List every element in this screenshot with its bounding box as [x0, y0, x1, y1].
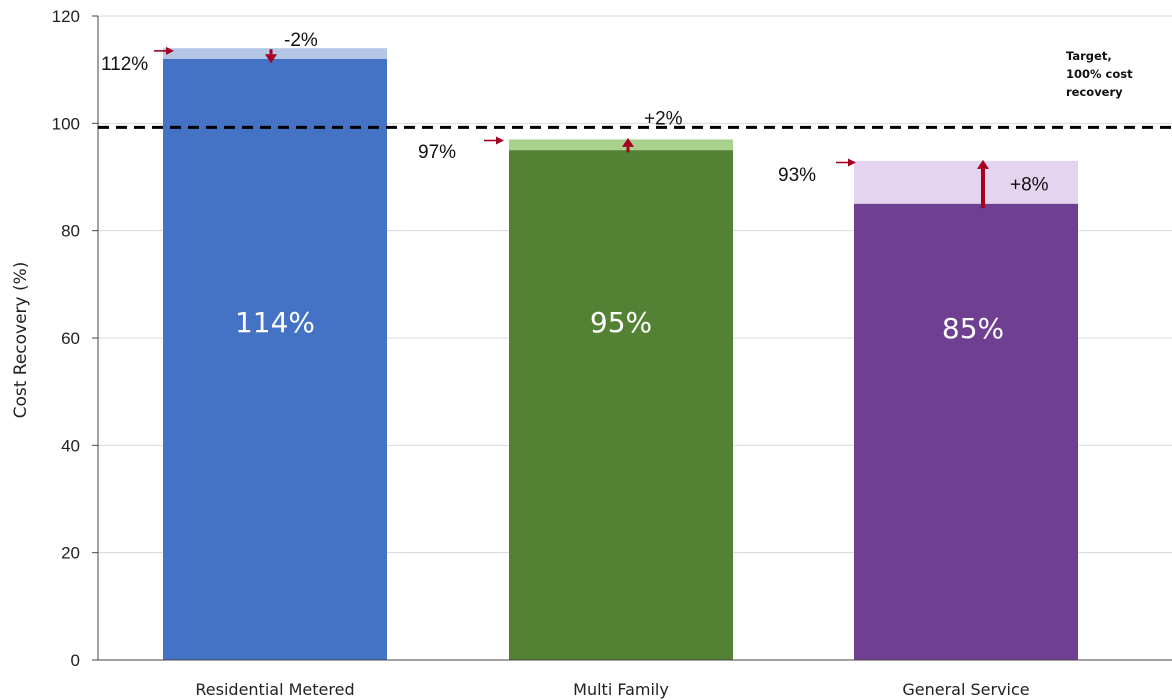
- y-tick-label: 20: [61, 544, 80, 563]
- x-tick-label: Residential Metered: [195, 680, 354, 699]
- y-tick-label: 120: [52, 7, 80, 26]
- bar-value-label: 85%: [942, 312, 1004, 345]
- y-tick-label: 60: [61, 329, 80, 348]
- proposed-label: 93%: [778, 165, 816, 186]
- axes: 0 20 40 60 80 100 120 Residential Metered Multi …: [52, 7, 1172, 699]
- change-arrow-head: [265, 54, 277, 64]
- bars: 114% 95% 85%: [163, 48, 1078, 661]
- x-tick-label: Multi Family: [573, 680, 669, 699]
- change-arrow-head: [977, 159, 989, 169]
- target-label: 100% cost: [1066, 67, 1133, 81]
- target-label: recovery: [1066, 85, 1123, 99]
- bar: [163, 58, 387, 660]
- annotations: 112% -2% 97% +2% 93% +8% Target, 100% cost recov…: [98, 30, 1172, 209]
- pointer-arrow-head: [496, 136, 504, 145]
- bar-change-segment: [163, 48, 387, 59]
- change-label: +2%: [644, 108, 683, 129]
- y-tick-label: 0: [71, 651, 80, 670]
- change-label: +8%: [1010, 174, 1049, 195]
- pointer-arrow-head: [848, 158, 856, 167]
- proposed-label: 97%: [418, 142, 456, 163]
- bar: [509, 150, 733, 660]
- bar-change-segment: [854, 160, 1078, 204]
- change-arrow-head: [622, 137, 634, 147]
- y-tick-label: 80: [61, 222, 80, 241]
- y-tick-label: 40: [61, 436, 80, 455]
- proposed-label: 112%: [101, 54, 148, 75]
- x-tick-label: General Service: [902, 680, 1029, 699]
- bar-change-segment: [509, 139, 733, 151]
- bar: [854, 203, 1078, 661]
- pointer-arrow-head: [166, 46, 174, 55]
- target-label: Target,: [1066, 49, 1112, 63]
- y-axis-label: Cost Recovery (%): [11, 262, 31, 419]
- bar-value-label: 114%: [235, 306, 315, 339]
- change-label: -2%: [284, 30, 318, 51]
- y-tick-label: 100: [52, 114, 80, 133]
- bar-value-label: 95%: [590, 306, 652, 339]
